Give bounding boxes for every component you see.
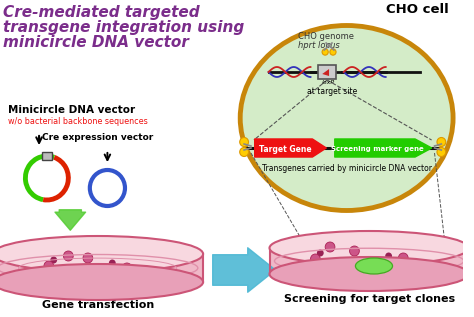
Text: CHO genome: CHO genome <box>298 32 354 41</box>
FancyArrowPatch shape <box>213 248 275 292</box>
Ellipse shape <box>356 258 392 274</box>
Circle shape <box>369 261 379 271</box>
Circle shape <box>330 49 336 55</box>
Circle shape <box>44 261 54 271</box>
Text: Minicircle DNA vector: Minicircle DNA vector <box>8 105 135 115</box>
Text: Screening for target clones: Screening for target clones <box>283 294 455 304</box>
Circle shape <box>122 263 132 273</box>
Text: CHO cell: CHO cell <box>386 3 448 16</box>
Text: minicircle DNA vector: minicircle DNA vector <box>3 35 189 50</box>
Ellipse shape <box>270 257 469 291</box>
Circle shape <box>317 249 324 256</box>
Circle shape <box>310 254 320 264</box>
Circle shape <box>240 138 248 146</box>
Text: w/o bacterial backbone sequences: w/o bacterial backbone sequences <box>8 117 147 126</box>
Ellipse shape <box>64 269 92 277</box>
Circle shape <box>90 170 125 206</box>
Text: transgene integration using: transgene integration using <box>3 20 244 35</box>
Circle shape <box>437 138 446 146</box>
Text: Cre-mediated targeted: Cre-mediated targeted <box>3 5 200 20</box>
Ellipse shape <box>38 255 69 265</box>
Circle shape <box>75 269 82 276</box>
Text: at target site: at target site <box>307 87 357 96</box>
Ellipse shape <box>99 260 126 266</box>
Text: Cre expression vector: Cre expression vector <box>42 133 153 142</box>
Ellipse shape <box>240 25 453 210</box>
Circle shape <box>60 275 67 281</box>
Circle shape <box>398 253 408 263</box>
Circle shape <box>437 147 446 157</box>
Circle shape <box>322 49 328 55</box>
Ellipse shape <box>306 249 335 257</box>
Circle shape <box>83 253 93 263</box>
Circle shape <box>50 256 57 263</box>
Circle shape <box>240 147 248 157</box>
Circle shape <box>325 242 335 252</box>
Text: loxP: loxP <box>321 80 335 85</box>
FancyBboxPatch shape <box>42 152 52 160</box>
Circle shape <box>64 251 73 261</box>
FancyBboxPatch shape <box>319 65 336 79</box>
Text: Gene transfection: Gene transfection <box>42 300 154 310</box>
Text: Transgenes carried by minicircle DNA vector: Transgenes carried by minicircle DNA vec… <box>262 164 432 173</box>
Text: Screening marker gene: Screening marker gene <box>330 146 423 152</box>
Circle shape <box>337 266 343 273</box>
Circle shape <box>385 253 392 260</box>
Polygon shape <box>0 254 203 282</box>
Circle shape <box>102 266 112 276</box>
Circle shape <box>109 260 116 267</box>
Ellipse shape <box>270 231 469 265</box>
Text: Target Gene: Target Gene <box>259 145 311 153</box>
Text: hprt locus: hprt locus <box>298 41 339 50</box>
FancyArrowPatch shape <box>335 139 432 157</box>
Ellipse shape <box>91 273 114 279</box>
FancyArrowPatch shape <box>55 210 86 230</box>
Ellipse shape <box>0 264 203 300</box>
Polygon shape <box>270 248 469 274</box>
Ellipse shape <box>51 274 76 282</box>
Circle shape <box>349 246 359 256</box>
FancyArrowPatch shape <box>255 139 326 157</box>
Ellipse shape <box>328 265 351 273</box>
Ellipse shape <box>0 236 203 272</box>
Polygon shape <box>322 69 329 76</box>
Circle shape <box>99 273 106 280</box>
Ellipse shape <box>375 253 402 259</box>
